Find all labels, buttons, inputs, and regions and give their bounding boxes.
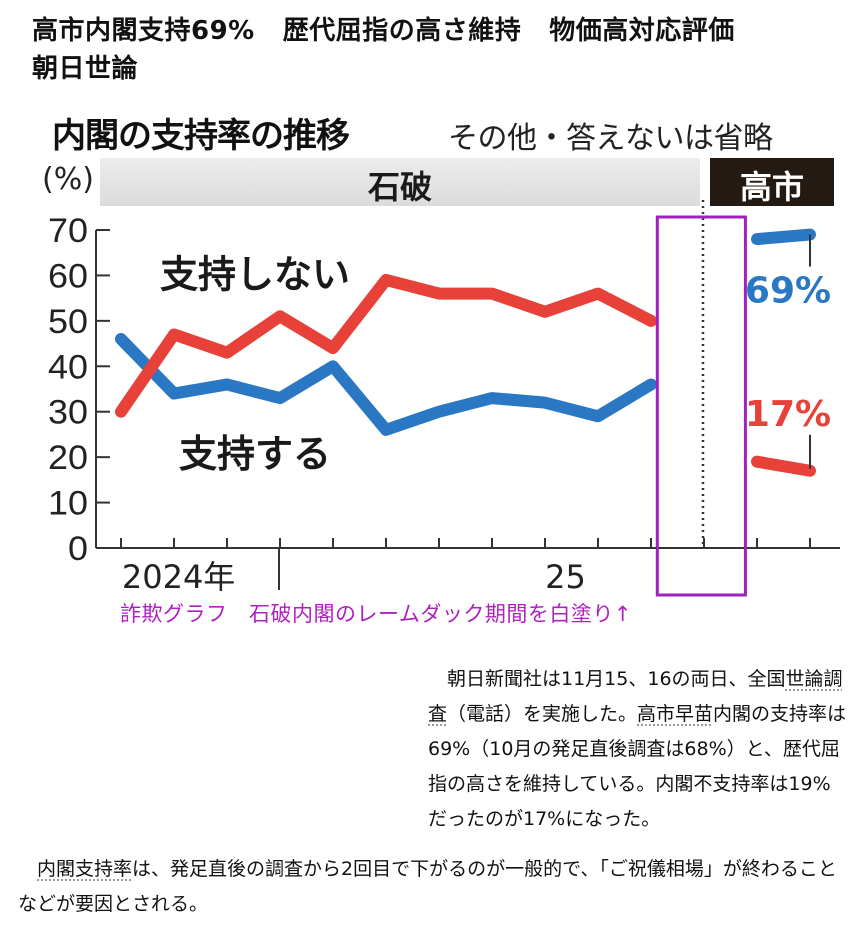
x-axis-label: 25	[545, 558, 586, 596]
y-tick-label: 20	[48, 439, 88, 477]
headline-part3: 物価高対応評価	[549, 16, 735, 46]
article-paragraph-1: 朝日新聞社は11月15、16の両日、全国世論調査（電話）を実施した。高市早苗内閣…	[428, 662, 848, 837]
y-tick-label: 30	[48, 394, 88, 432]
period-band-takaichi: 高市	[710, 158, 834, 206]
headline-part1: 高市内閣支持69%	[32, 16, 255, 46]
fraud-graph-annotation: 詐欺グラフ 石破内閣のレームダック期間を白塗り↑	[120, 602, 632, 626]
series-line-support-seg0	[115, 333, 657, 436]
link-seron-chosa[interactable]: 世論調査	[428, 668, 843, 725]
x-axis-label: 2024年	[122, 558, 235, 596]
end-label-support: 69%	[745, 271, 831, 312]
highlight-box	[655, 215, 747, 597]
series-line-support-seg1	[751, 228, 816, 246]
end-label-nonsupport: 17%	[745, 394, 831, 435]
link-takaichi-sanae[interactable]: 高市早苗	[637, 703, 714, 725]
line-chart: 0 10 20 30 40 50 60 70 2024年 25 支持する 支持しない 69% 17%	[48, 200, 840, 597]
article-text: 朝日新聞社は11月15、16の両日、全国	[428, 668, 786, 690]
y-tick-label: 10	[48, 485, 88, 523]
period-label-takaichi: 高市	[739, 168, 804, 206]
headline: 高市内閣支持69% 歴代屈指の高さ維持 物価高対応評価 朝日世論	[32, 12, 852, 88]
chart-title: 内閣の支持率の推移	[52, 116, 350, 156]
article-text: 内閣の支持率は69%（10月の発足直後調査は68%）と、歴代屈指の高さを維持して…	[428, 703, 847, 830]
article-text: は、発足直後の調査から2回目で下がるのが一般的で、「ご祝儀相場」が終わることなど…	[18, 858, 837, 915]
y-tick-label: 0	[68, 530, 88, 568]
article-paragraph-2: 内閣支持率は、発足直後の調査から2回目で下がるのが一般的で、「ご祝儀相場」が終わ…	[18, 852, 848, 922]
y-tick-label: 50	[48, 303, 88, 341]
y-tick-label: 40	[48, 348, 88, 386]
period-label-ishiba: 石破	[367, 168, 432, 206]
link-naikaku-shijiritsu[interactable]: 内閣支持率	[37, 858, 133, 880]
y-axis-unit: (%)	[42, 162, 94, 197]
headline-line2: 朝日世論	[32, 54, 139, 84]
series-label-support: 支持する	[179, 432, 331, 476]
article-text: （電話）を実施した。	[447, 703, 638, 725]
series-line-nonsupport-seg1	[751, 455, 816, 477]
chart-subtitle: その他・答えないは省略	[448, 121, 773, 156]
headline-part2: 歴代屈指の高さ維持	[282, 16, 522, 46]
y-tick-label: 60	[48, 257, 88, 295]
series-label-nonsupport: 支持しない	[160, 252, 350, 296]
period-band-ishiba: 石破	[100, 158, 700, 206]
y-tick-label: 70	[48, 212, 88, 250]
